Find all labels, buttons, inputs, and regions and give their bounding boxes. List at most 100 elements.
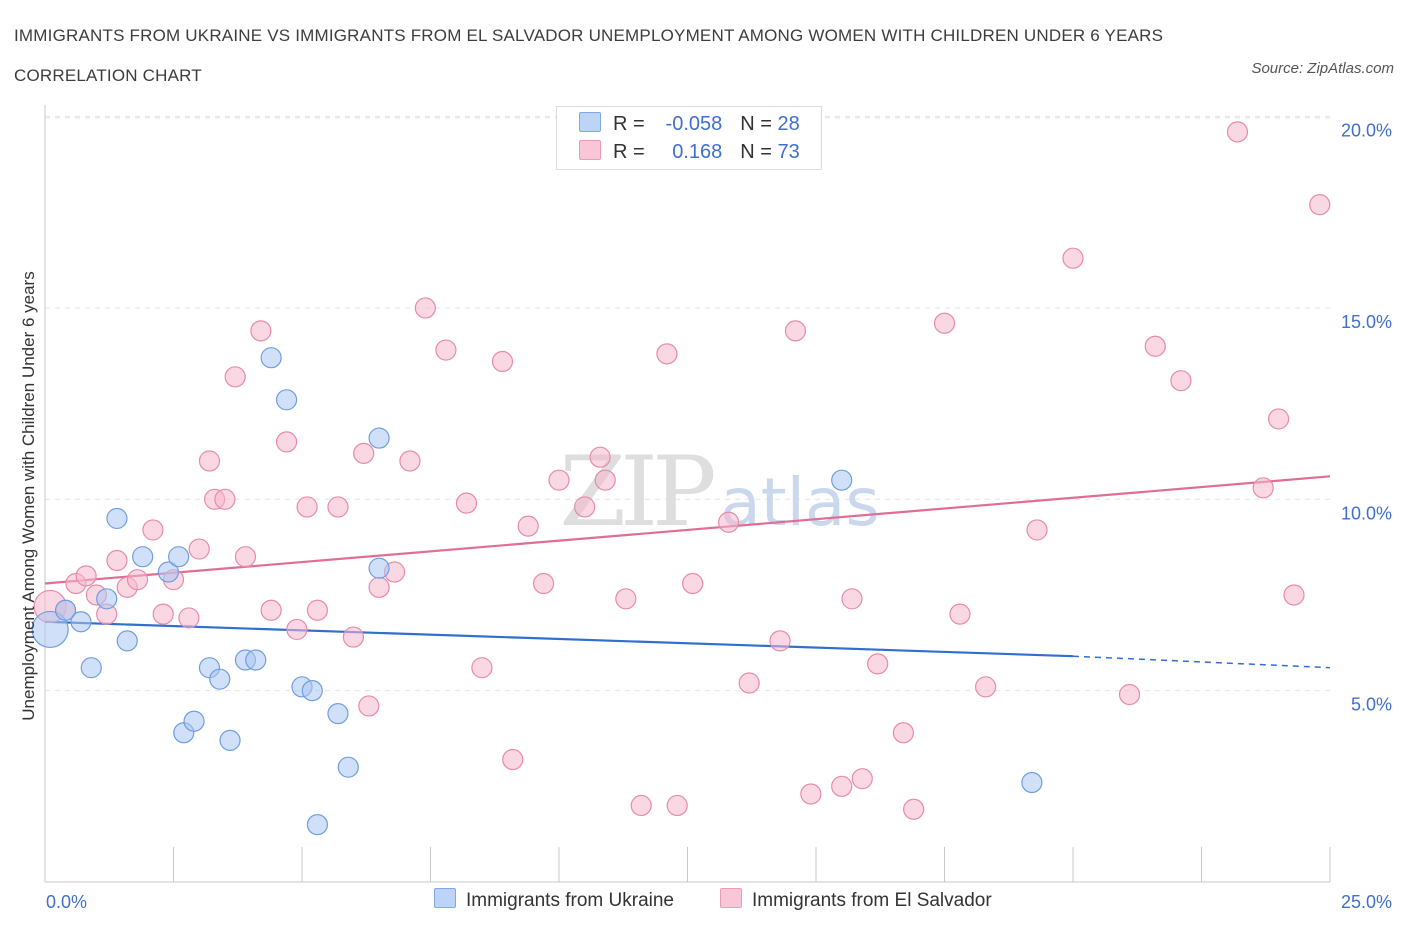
point-ukraine xyxy=(368,557,390,579)
legend-r-value-el-salvador: 0.168 xyxy=(672,141,723,163)
legend-row-ukraine: R = -0.058 N = 28 xyxy=(579,112,800,136)
point-ukraine xyxy=(116,630,138,652)
point-el-salvador xyxy=(682,572,704,595)
point-el-salvador xyxy=(1144,335,1166,357)
point-el-salvador xyxy=(615,588,637,610)
point-el-salvador xyxy=(831,775,853,797)
y-tick-label: 15.0% xyxy=(1341,312,1392,332)
x-tick-label: 25.0% xyxy=(1341,892,1392,912)
legend-swatch-ukraine xyxy=(434,888,456,908)
point-el-salvador xyxy=(769,630,791,652)
legend-label-ukraine: Immigrants from Ukraine xyxy=(466,890,674,911)
point-ukraine xyxy=(831,469,853,491)
point-ukraine xyxy=(301,680,323,702)
x-tick-label: 0.0% xyxy=(46,892,87,912)
point-el-salvador xyxy=(1267,408,1290,430)
point-el-salvador xyxy=(594,469,616,491)
point-ukraine xyxy=(327,703,349,725)
point-el-salvador xyxy=(867,653,889,675)
chart-title: IMMIGRANTS FROM UKRAINE VS IMMIGRANTS FR… xyxy=(14,26,1164,85)
point-ukraine xyxy=(157,561,179,583)
point-el-salvador xyxy=(892,722,914,744)
point-el-salvador xyxy=(784,320,807,342)
legend-r-label: R = xyxy=(613,141,645,163)
gridlines xyxy=(45,116,1330,692)
legend-item-el-salvador[interactable]: Immigrants from El Salvador xyxy=(720,888,992,912)
point-el-salvador xyxy=(368,576,390,598)
point-el-salvador xyxy=(574,496,596,518)
y-tick-label: 20.0% xyxy=(1341,121,1392,141)
point-el-salvador xyxy=(1309,194,1331,216)
legend-n-label: N = xyxy=(740,113,772,135)
y-axis-label: Unemployment Among Women with Children U… xyxy=(19,271,38,721)
point-el-salvador xyxy=(1252,477,1274,499)
legend-n-value-ukraine: 28 xyxy=(777,113,800,135)
point-el-salvador xyxy=(455,492,478,514)
point-ukraine xyxy=(245,649,267,671)
point-el-salvador xyxy=(851,768,873,790)
point-el-salvador xyxy=(198,450,221,472)
point-el-salvador xyxy=(306,599,329,621)
point-el-salvador xyxy=(1283,584,1305,606)
legend-item-ukraine[interactable]: Immigrants from Ukraine xyxy=(434,888,674,912)
point-el-salvador xyxy=(1062,247,1084,269)
watermark-zip: ZIP xyxy=(559,436,714,548)
point-el-salvador xyxy=(353,442,375,464)
point-el-salvador xyxy=(106,549,128,572)
point-el-salvador xyxy=(142,519,164,541)
point-el-salvador xyxy=(517,515,539,537)
point-el-salvador xyxy=(327,496,349,518)
point-ukraine xyxy=(306,813,329,836)
point-el-salvador xyxy=(275,431,298,453)
data-points xyxy=(31,121,1331,836)
legend-swatch-ukraine xyxy=(579,112,601,132)
point-el-salvador xyxy=(903,798,925,820)
legend-r-value-ukraine: -0.058 xyxy=(665,113,723,135)
point-el-salvador xyxy=(630,794,652,817)
point-el-salvador xyxy=(933,312,956,334)
y-tick-label: 10.0% xyxy=(1341,503,1392,523)
correlation-legend: R = -0.058 N = 28 R = 0.168 N = 73 xyxy=(556,106,822,170)
point-ukraine xyxy=(132,546,154,568)
legend-swatch-el-salvador xyxy=(579,140,601,160)
series-legend: Immigrants from Ukraine Immigrants from … xyxy=(0,888,1406,918)
point-el-salvador xyxy=(975,676,997,698)
point-el-salvador xyxy=(548,469,570,491)
trend-lines xyxy=(44,475,1331,669)
point-el-salvador xyxy=(666,794,688,817)
point-el-salvador xyxy=(589,446,611,468)
legend-r-label: R = xyxy=(613,113,645,135)
point-ukraine xyxy=(337,756,359,778)
point-el-salvador xyxy=(1226,121,1249,143)
point-el-salvador xyxy=(75,565,97,587)
trend-line-extension xyxy=(1072,655,1331,669)
axes xyxy=(44,105,1331,883)
point-el-salvador xyxy=(260,599,282,621)
point-ukraine xyxy=(1021,771,1043,794)
watermark-atlas: atlas xyxy=(720,464,880,541)
source-label: Source: ZipAtlas.com xyxy=(1251,60,1394,77)
point-ukraine xyxy=(275,389,298,411)
point-el-salvador xyxy=(126,569,149,591)
trend-line-el-salvador xyxy=(44,475,1331,585)
point-el-salvador xyxy=(800,783,822,805)
point-ukraine xyxy=(209,668,231,690)
point-el-salvador xyxy=(718,511,740,533)
legend-n-value-el-salvador: 73 xyxy=(777,141,800,163)
point-el-salvador xyxy=(414,297,436,319)
point-ukraine xyxy=(31,610,69,649)
trend-line-ukraine xyxy=(44,620,1074,658)
point-el-salvador xyxy=(502,748,524,771)
point-el-salvador xyxy=(234,546,257,568)
point-el-salvador xyxy=(1170,370,1192,392)
point-ukraine xyxy=(54,599,77,621)
point-ukraine xyxy=(70,611,92,633)
point-ukraine xyxy=(183,710,205,732)
point-el-salvador xyxy=(296,496,318,518)
point-el-salvador xyxy=(1026,519,1048,541)
point-el-salvador xyxy=(399,450,421,472)
point-el-salvador xyxy=(471,657,493,679)
point-ukraine xyxy=(368,427,390,449)
point-ukraine xyxy=(260,347,282,369)
